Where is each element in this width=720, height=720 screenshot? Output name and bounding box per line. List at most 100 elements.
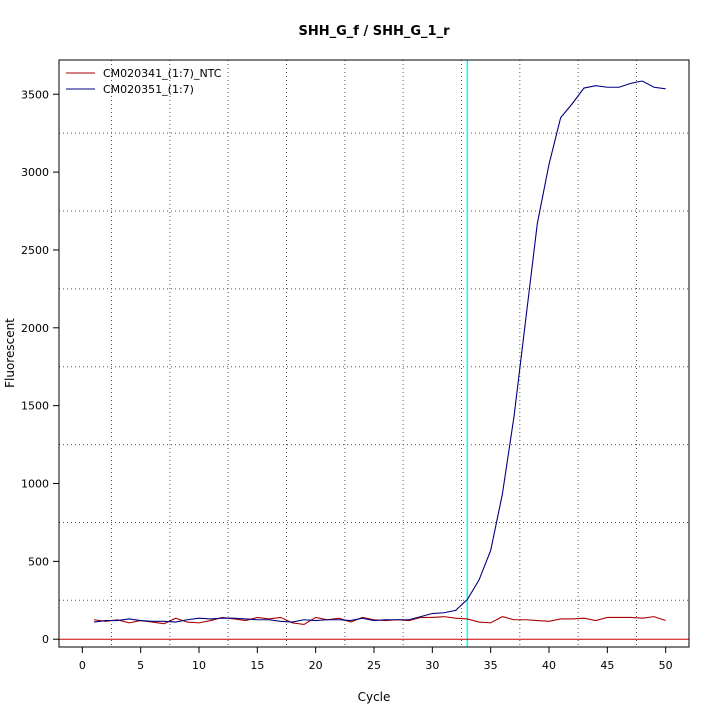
series-0-point — [443, 616, 444, 617]
series-1-point — [93, 621, 94, 622]
series-1-point — [233, 618, 234, 619]
series-0-point — [303, 624, 304, 625]
series-1-point — [140, 620, 141, 621]
series-1-point — [350, 620, 351, 621]
series-1-point — [222, 618, 223, 619]
series-0-point — [163, 623, 164, 624]
series-1-point — [327, 619, 328, 620]
chart-title: SHH_G_f / SHH_G_1_r — [299, 24, 451, 39]
series-1-point — [152, 621, 153, 622]
series-0-point — [490, 622, 491, 623]
series-0-point — [665, 620, 666, 621]
series-1-point — [257, 619, 258, 620]
series-0-point — [513, 619, 514, 620]
series-1-point — [315, 620, 316, 621]
x-axis-label: Cycle — [358, 690, 391, 704]
series-0-point — [478, 621, 479, 622]
x-tick-label: 5 — [137, 659, 144, 672]
series-0-point — [618, 617, 619, 618]
series-1-point — [187, 619, 188, 620]
series-1-point — [478, 579, 479, 580]
series-1-point — [292, 621, 293, 622]
series-1-point — [303, 619, 304, 620]
y-tick-label: 3500 — [21, 88, 49, 101]
series-0-point — [245, 620, 246, 621]
series-1-point — [420, 616, 421, 617]
x-tick-label: 35 — [484, 659, 498, 672]
series-1-point — [268, 619, 269, 620]
series-0-point — [350, 621, 351, 622]
series-1-point — [245, 618, 246, 619]
x-tick-label: 15 — [250, 659, 264, 672]
y-axis: 0 500 1000 1500 2000 2500 3000 3500 — [21, 88, 59, 646]
series-1-point — [210, 618, 211, 619]
x-tick-label: 30 — [425, 659, 439, 672]
series-0-point — [280, 617, 281, 618]
series-1-point — [525, 319, 526, 320]
series-1-point — [607, 87, 608, 88]
series-0-point — [432, 617, 433, 618]
series-1-point — [537, 223, 538, 224]
y-tick-label: 0 — [42, 633, 49, 646]
series-1-point — [163, 621, 164, 622]
series-1-point — [338, 619, 339, 620]
series-0-point — [630, 617, 631, 618]
y-tick-label: 500 — [28, 555, 49, 568]
series-1-point — [362, 618, 363, 619]
series-1-point — [432, 613, 433, 614]
series-0-point — [210, 620, 211, 621]
series-0-point — [93, 619, 94, 620]
series-1-point — [385, 619, 386, 620]
series-1-point — [572, 103, 573, 104]
series-1-point — [653, 87, 654, 88]
series-0-point — [572, 618, 573, 619]
series-1-point — [117, 620, 118, 621]
series-0-point — [607, 617, 608, 618]
x-tick-label: 45 — [600, 659, 614, 672]
series-1-point — [560, 117, 561, 118]
series-1-point — [175, 621, 176, 622]
series-0-point — [315, 617, 316, 618]
series-layer — [93, 80, 666, 625]
grid-layer — [59, 60, 689, 647]
series-1-point — [630, 83, 631, 84]
series-0-point — [467, 618, 468, 619]
series-1-point — [105, 620, 106, 621]
series-0-point — [560, 618, 561, 619]
series-0-point — [525, 619, 526, 620]
series-1-point — [490, 550, 491, 551]
y-tick-label: 2500 — [21, 244, 49, 257]
series-1-point — [665, 88, 666, 89]
x-axis: 0 5 10 15 20 25 30 35 40 45 50 — [79, 647, 673, 672]
y-tick-label: 1000 — [21, 478, 49, 491]
x-tick-label: 40 — [542, 659, 556, 672]
y-tick-label: 1500 — [21, 400, 49, 413]
y-axis-label: Fluorescent — [3, 318, 17, 388]
series-0-point — [338, 618, 339, 619]
series-1-point — [642, 80, 643, 81]
series-1-point — [583, 87, 584, 88]
series-0-point — [642, 618, 643, 619]
x-tick-label: 50 — [659, 659, 673, 672]
series-0-point — [198, 622, 199, 623]
x-tick-label: 10 — [192, 659, 206, 672]
series-0-point — [502, 616, 503, 617]
legend-label-sample: CM020351_(1:7) — [103, 83, 194, 96]
series-1-point — [408, 619, 409, 620]
y-tick-label: 2000 — [21, 322, 49, 335]
reference-lines — [59, 60, 689, 647]
x-tick-label: 0 — [79, 659, 86, 672]
y-tick-label: 3000 — [21, 166, 49, 179]
series-1-point — [455, 610, 456, 611]
series-0-point — [595, 620, 596, 621]
series-1-point — [513, 416, 514, 417]
series-1-point — [198, 618, 199, 619]
series-1-point — [618, 87, 619, 88]
series-1-point — [548, 164, 549, 165]
series-0-point — [548, 621, 549, 622]
series-0-point — [653, 616, 654, 617]
series-0-point — [187, 621, 188, 622]
